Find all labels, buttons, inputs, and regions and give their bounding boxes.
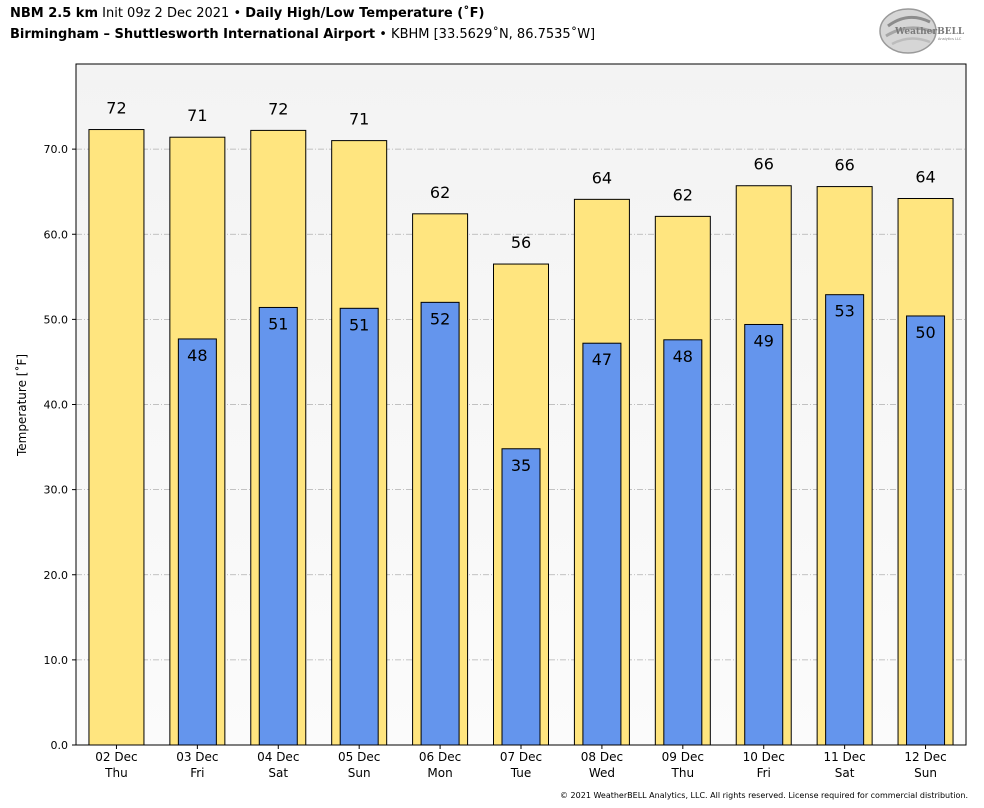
- title-line-1: NBM 2.5 km Init 09z 2 Dec 2021 • Daily H…: [10, 6, 484, 21]
- x-tick-date: 06 Dec: [419, 750, 461, 764]
- low-value-label: 49: [754, 331, 774, 350]
- high-value-label: 72: [106, 99, 126, 118]
- low-bar: [663, 339, 703, 746]
- x-tick-date: 12 Dec: [904, 750, 946, 764]
- high-value-label: 66: [834, 156, 854, 175]
- y-tick-label: 30.0: [44, 484, 69, 497]
- x-tick-day: Fri: [190, 766, 204, 780]
- low-bar: [501, 448, 541, 746]
- low-bar: [582, 342, 622, 746]
- high-value-label: 72: [268, 99, 288, 118]
- copyright-notice: © 2021 WeatherBELL Analytics, LLC. All r…: [560, 791, 968, 800]
- x-tick-day: Wed: [589, 766, 615, 780]
- x-tick-day: Tue: [510, 766, 532, 780]
- low-bar: [744, 323, 784, 746]
- low-bar: [258, 306, 298, 746]
- high-value-label: 71: [349, 110, 369, 129]
- low-bar: [177, 338, 217, 746]
- init-time: Init 09z 2 Dec 2021: [102, 6, 230, 21]
- x-tick-day: Mon: [427, 766, 452, 780]
- y-tick-label: 50.0: [44, 313, 69, 326]
- x-tick-day: Fri: [757, 766, 771, 780]
- x-tick-date: 11 Dec: [823, 750, 865, 764]
- x-tick-date: 02 Dec: [95, 750, 137, 764]
- high-value-label: 62: [673, 185, 693, 204]
- logo-text: WeatherBELL: [894, 27, 965, 37]
- low-value-label: 47: [592, 350, 612, 369]
- y-tick-label: 60.0: [44, 228, 69, 241]
- x-tick-date: 10 Dec: [743, 750, 785, 764]
- x-tick-date: 08 Dec: [581, 750, 623, 764]
- model-name: NBM 2.5 km: [10, 6, 98, 21]
- title-line-2: Birmingham – Shuttlesworth International…: [10, 27, 595, 42]
- low-bar: [906, 315, 946, 746]
- x-tick-date: 03 Dec: [176, 750, 218, 764]
- low-value-label: 48: [187, 346, 207, 365]
- low-bar: [339, 307, 379, 746]
- product-title: Daily High/Low Temperature (˚F): [245, 6, 485, 21]
- high-bar: [88, 129, 145, 746]
- x-tick-date: 05 Dec: [338, 750, 380, 764]
- x-tick-day: Thu: [104, 766, 128, 780]
- x-tick-day: Sun: [348, 766, 371, 780]
- low-value-label: 50: [915, 323, 935, 342]
- high-value-label: 66: [754, 155, 774, 174]
- y-tick-label: 10.0: [44, 654, 69, 667]
- low-value-label: 35: [511, 456, 531, 475]
- low-value-label: 52: [430, 309, 450, 328]
- location-bullet: •: [379, 27, 387, 42]
- y-tick-label: 70.0: [44, 143, 69, 156]
- high-value-label: 71: [187, 106, 207, 125]
- x-tick-date: 07 Dec: [500, 750, 542, 764]
- low-bar: [420, 301, 460, 746]
- high-value-label: 56: [511, 233, 531, 252]
- low-value-label: 53: [834, 302, 854, 321]
- y-tick-label: 0.0: [51, 739, 69, 752]
- station-info: KBHM [33.5629˚N, 86.7535˚W]: [391, 27, 596, 42]
- high-value-label: 64: [915, 167, 935, 186]
- location-name: Birmingham – Shuttlesworth International…: [10, 27, 376, 42]
- high-value-label: 62: [430, 183, 450, 202]
- x-tick-day: Sat: [835, 766, 855, 780]
- low-bar: [825, 294, 865, 746]
- y-tick-label: 20.0: [44, 569, 69, 582]
- high-value-label: 64: [592, 168, 612, 187]
- x-tick-day: Sun: [914, 766, 937, 780]
- low-value-label: 51: [349, 315, 369, 334]
- low-value-label: 48: [673, 347, 693, 366]
- x-tick-date: 04 Dec: [257, 750, 299, 764]
- logo-subtext: Analytics LLC: [938, 37, 962, 41]
- x-tick-day: Thu: [671, 766, 695, 780]
- x-tick-date: 09 Dec: [662, 750, 704, 764]
- title-bullet: •: [233, 6, 242, 21]
- weatherbell-logo: WeatherBELL Analytics LLC: [879, 8, 965, 54]
- y-axis-label: Temperature [˚F]: [14, 354, 29, 457]
- low-value-label: 51: [268, 314, 288, 333]
- y-tick-label: 40.0: [44, 399, 69, 412]
- x-tick-day: Sat: [268, 766, 288, 780]
